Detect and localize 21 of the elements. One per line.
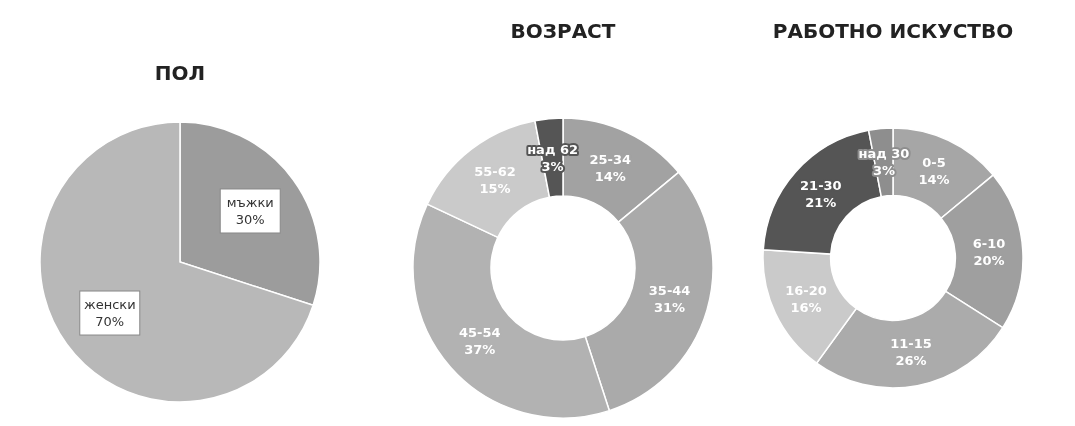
slice-label: мъжки bbox=[226, 194, 274, 210]
chart-title: ПОЛ bbox=[154, 61, 206, 85]
data-label: 21% bbox=[805, 195, 837, 211]
slice-label: 6-10 bbox=[972, 235, 1006, 251]
chart-title: ВОЗРАСТ bbox=[510, 19, 616, 43]
data-label: 31% bbox=[654, 299, 686, 315]
slice-label: 35-44 bbox=[648, 282, 691, 298]
slice-label: женски bbox=[83, 297, 136, 313]
data-label: 70% bbox=[95, 314, 125, 330]
slice-label: 25-34 bbox=[589, 151, 632, 167]
data-label: 14% bbox=[594, 168, 626, 184]
data-label: 20% bbox=[973, 252, 1005, 268]
slice-label: 45-54 bbox=[458, 325, 501, 341]
chart-title: РАБОТНО ИСКУСТВО bbox=[772, 19, 1014, 43]
data-label: 26% bbox=[895, 353, 927, 369]
slice-label: 11-15 bbox=[890, 336, 932, 352]
data-label: 30% bbox=[235, 211, 265, 227]
data-label: 14% bbox=[918, 171, 950, 187]
slice-label: 21-30 bbox=[800, 178, 842, 194]
data-label: 37% bbox=[464, 342, 496, 358]
slice-label: 0-5 bbox=[922, 154, 946, 170]
